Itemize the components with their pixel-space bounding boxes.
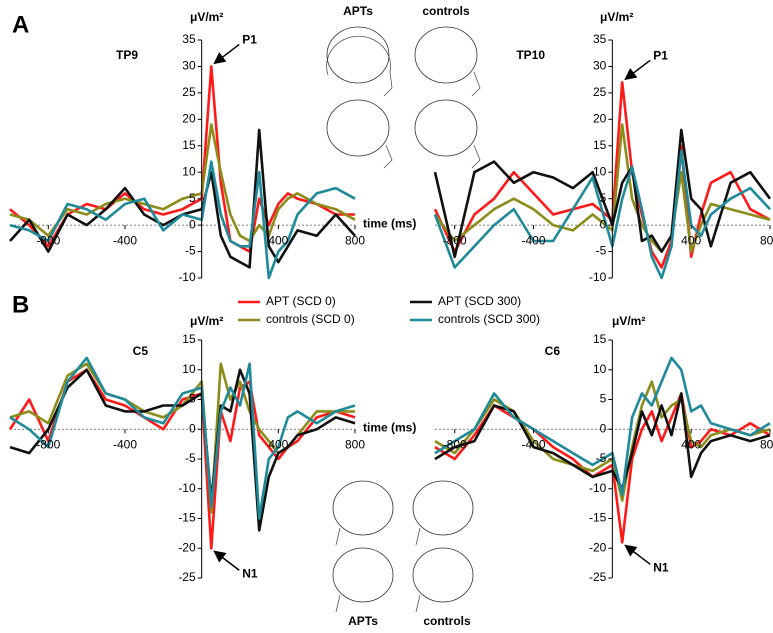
annotation: P1 [242,33,257,47]
panel-label: A [12,11,29,38]
x-tick-label: 400 [681,437,701,451]
x-tick-label: -400 [113,437,137,451]
y-tick-label: 10 [182,164,196,178]
y-tick-label: -20 [589,540,607,554]
x-tick-label: -800 [443,437,467,451]
y-tick-label: 25 [593,85,607,99]
x-axis-label: time (ms) [363,216,416,230]
channel-label: TP9 [116,48,138,62]
y-tick-label: 15 [182,138,196,152]
y-tick-label: 35 [593,32,607,46]
series-line [10,162,355,278]
annotation: N1 [242,566,258,580]
x-tick-label: 800 [760,233,773,247]
y-tick-label: -5 [185,451,196,465]
topomap-label: controls [422,4,470,18]
y-tick-label: 5 [189,392,196,406]
annotation-arrow [625,60,650,79]
y-tick-label: -10 [178,270,196,284]
topomap [327,27,480,168]
x-axis-label: time (ms) [363,420,416,434]
y-axis-label: μV/m² [612,314,645,328]
y-axis-label: μV/m² [600,10,633,24]
y-tick-label: 5 [600,191,607,205]
y-tick-label: -25 [178,570,196,584]
topomap-label: APTs [343,4,373,18]
legend-label: controls (SCD 300) [438,312,540,326]
y-tick-label: 15 [593,332,607,346]
panel-label: B [12,291,29,318]
y-tick-label: 5 [189,191,196,205]
y-tick-label: -25 [589,570,607,584]
y-tick-label: -10 [589,481,607,495]
y-axis-label: μV/m² [190,10,223,24]
x-tick-label: 800 [345,437,365,451]
topomap-label: APTs [348,614,378,628]
y-axis-label: μV/m² [190,314,223,328]
y-tick-label: 10 [593,164,607,178]
y-tick-label: -10 [178,481,196,495]
annotation: P1 [653,48,668,62]
y-tick-label: 30 [593,59,607,73]
y-tick-label: 0 [189,421,196,435]
y-tick-label: 20 [593,112,607,126]
x-tick-label: -400 [113,233,137,247]
x-tick-label: 400 [268,437,288,451]
y-tick-label: 5 [600,392,607,406]
x-tick-label: -800 [443,233,467,247]
y-tick-label: -5 [185,244,196,258]
x-tick-label: -400 [522,437,546,451]
x-tick-label: 800 [760,437,773,451]
y-tick-label: 20 [182,112,196,126]
y-tick-label: 0 [600,421,607,435]
y-tick-label: -5 [596,451,607,465]
y-tick-label: 30 [182,59,196,73]
y-tick-label: -15 [589,511,607,525]
annotation-arrow [625,545,650,564]
annotation-arrow [214,551,239,570]
x-tick-label: 400 [268,233,288,247]
y-tick-label: -5 [596,244,607,258]
y-tick-label: -10 [589,270,607,284]
legend-label: controls (SCD 0) [266,312,355,326]
y-tick-label: 35 [182,32,196,46]
y-tick-label: 15 [182,332,196,346]
y-tick-label: 10 [593,362,607,376]
topomap-label: controls [423,614,471,628]
x-tick-label: 800 [345,233,365,247]
annotation-arrow [214,44,239,63]
y-tick-label: 15 [593,138,607,152]
annotation: N1 [653,560,669,574]
x-tick-label: -800 [36,437,60,451]
channel-label: C5 [133,344,149,358]
figure: A B APTs controls APTs controls -10 -5 0 5 1… [0,0,773,633]
legend-label: APT (SCD 0) [266,294,336,308]
y-tick-label: 0 [189,217,196,231]
y-tick-label: 0 [600,217,607,231]
channel-label: C6 [545,344,561,358]
y-tick-label: -20 [178,540,196,554]
legend-label: APT (SCD 300) [438,294,521,308]
x-tick-label: -800 [36,233,60,247]
x-tick-label: 400 [681,233,701,247]
x-tick-label: -400 [522,233,546,247]
y-tick-label: 10 [182,362,196,376]
y-tick-label: -15 [178,511,196,525]
channel-label: TP10 [516,48,545,62]
y-tick-label: 25 [182,85,196,99]
topomap [333,481,473,612]
